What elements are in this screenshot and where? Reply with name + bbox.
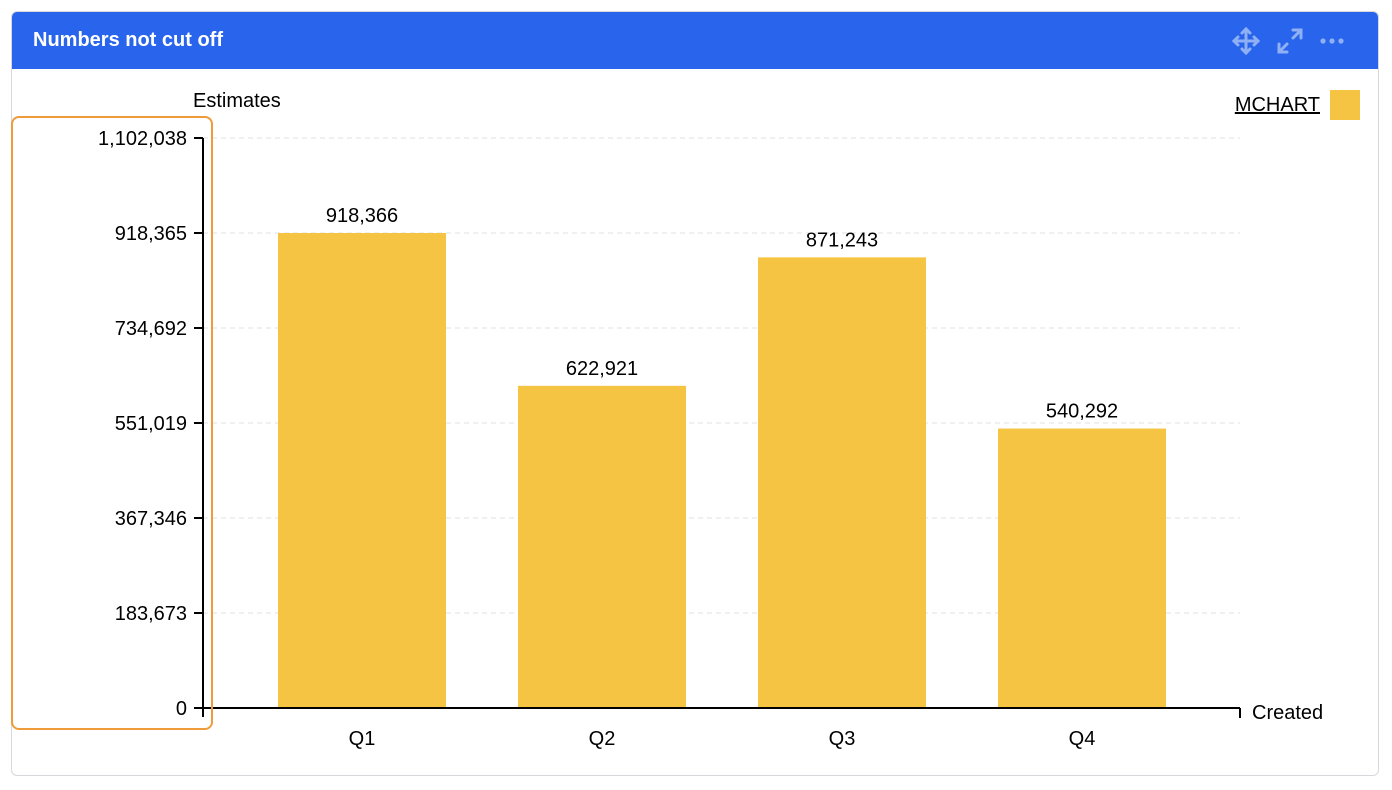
bar-q1 [278,232,446,708]
expand-icon[interactable] [1275,26,1305,56]
data-label: 540,292 [1046,401,1118,423]
x-tick-label: Q4 [1069,728,1096,750]
x-axis-title: Created [1252,702,1323,724]
data-label: 622,921 [566,358,638,380]
y-tick-label: 1,102,038 [98,128,187,150]
x-tick-label: Q2 [589,728,616,750]
x-tick-label: Q3 [829,728,856,750]
y-axis-title: Estimates [193,90,281,112]
bar-q4 [998,428,1166,708]
y-tick-label: 183,673 [115,603,187,625]
card-title: Numbers not cut off [33,29,223,51]
y-tick-label: 0 [176,698,187,720]
legend[interactable]: MCHART [1235,90,1360,120]
card-header: Numbers not cut off [12,12,1378,69]
bar-q2 [518,385,686,708]
y-tick-label: 734,692 [115,318,187,340]
y-axis-highlight [11,116,213,730]
y-tick-label: 367,346 [115,508,187,530]
legend-swatch [1330,90,1360,120]
x-tick-label: Q1 [349,728,376,750]
y-tick-label: 918,365 [115,223,187,245]
chart-card: Numbers not cut off [11,11,1379,776]
more-icon[interactable] [1317,26,1347,56]
legend-label[interactable]: MCHART [1234,93,1320,116]
bar-q3 [758,257,926,708]
data-label: 871,243 [806,229,878,251]
data-label: 918,366 [326,205,398,227]
y-tick-label: 551,019 [115,413,187,435]
move-icon[interactable] [1231,26,1261,56]
